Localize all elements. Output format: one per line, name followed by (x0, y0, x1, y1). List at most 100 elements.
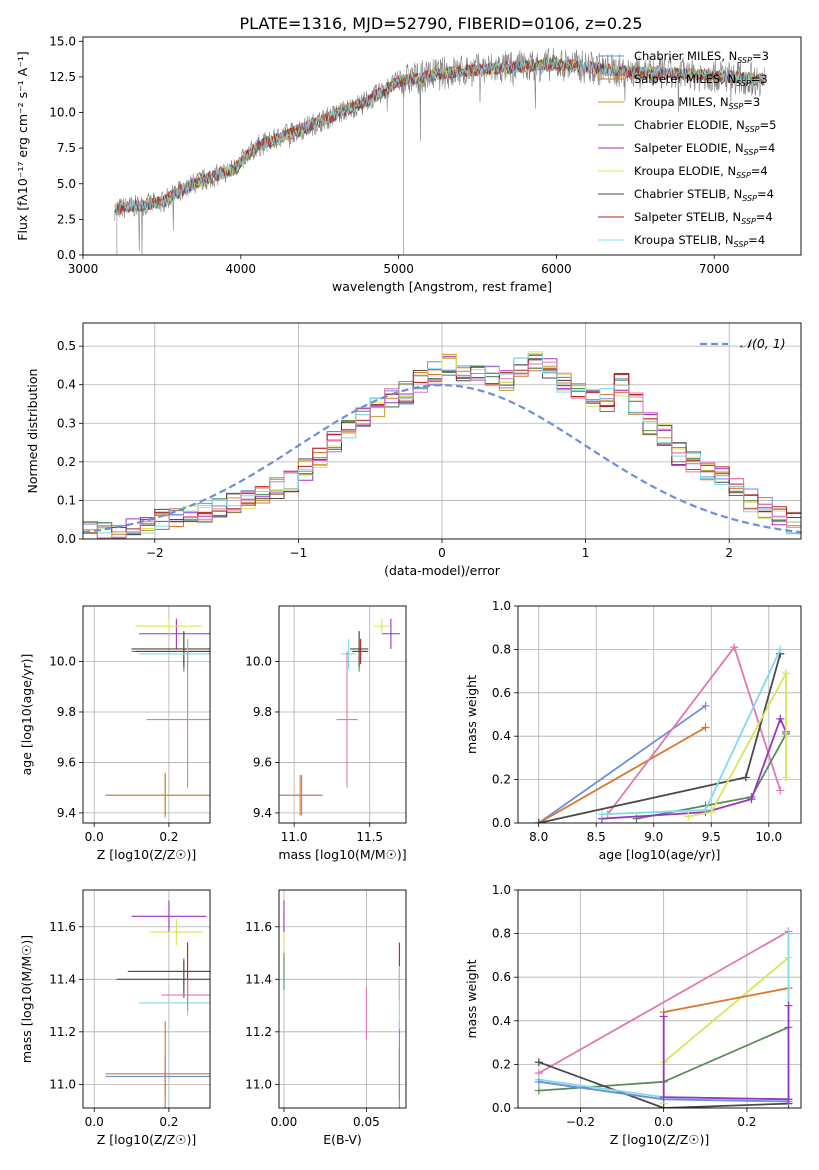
x-axis-label: mass [log10(M/M☉)] (278, 847, 406, 862)
legend-label-normal: 𝒩(0, 1) (740, 336, 786, 351)
panel-spectrum: 3000 4000 5000 6000 7000 0.0 2.5 5.0 7.5 10.0 12.5… (15, 34, 802, 294)
y-axis-label: mass weight (464, 675, 479, 754)
x-tick-label: −0.2 (566, 1115, 595, 1129)
weight-line-cm (538, 705, 707, 823)
plot-area-mass_vs_Z (83, 890, 210, 1108)
panel-residuals: −2 −1 0 1 2 0.0 0.1 0.2 0.3 0.4 0.5 (data-model)/er… (25, 322, 802, 578)
y-tick-label: 15.0 (49, 34, 76, 48)
axes-frame (82, 605, 211, 824)
weight-marker-se (784, 1001, 793, 1010)
weight-marker-se (659, 1012, 668, 1021)
errorbar-cs (350, 631, 369, 667)
x-tick-label: 0.2 (737, 1115, 756, 1129)
x-tick-label: 0.2 (159, 1115, 178, 1129)
panel-age_vs_mass: 11.0 11.5 9.4 9.6 9.8 10.0 mass [log10(M/M☉)] (245, 605, 407, 862)
errorbar-ke (150, 918, 203, 946)
axes-frame (517, 889, 802, 1109)
plot-area-age_vs_mass (279, 606, 406, 823)
weight-marker-cs (659, 1104, 668, 1108)
x-tick-label: 1 (582, 546, 590, 560)
x-axis-label: age [log10(age/yr)] (599, 847, 721, 862)
weight-marker-ke (707, 808, 716, 817)
y-tick-label: 0.8 (492, 927, 511, 941)
errorbar-ke (374, 618, 390, 634)
errorbar-pink (146, 651, 210, 788)
plot-area-age_vs_Z (83, 606, 210, 823)
legend-label-ks: Kroupa STELIB, NSSP=4 (634, 233, 765, 249)
y-tick-label: 0.2 (492, 1057, 511, 1071)
errorbar-sm (105, 1021, 210, 1108)
y-tick-label: 10.0 (245, 655, 272, 669)
y-tick-label: 9.8 (253, 705, 272, 719)
errorbar-ss (353, 638, 369, 665)
weight-marker-ke (782, 773, 791, 782)
weight-line-sm (538, 726, 706, 823)
y-axis-label: age [log10(age/yr)] (19, 654, 34, 776)
errorbar-km (105, 772, 210, 818)
histogram-pink (83, 361, 801, 539)
y-tick-label: 0.5 (57, 339, 76, 353)
y-tick-label: 0.1 (57, 493, 76, 507)
x-tick-label: −1 (290, 546, 308, 560)
x-tick-label: 10.0 (755, 830, 782, 844)
x-tick-label: −2 (146, 546, 164, 560)
x-tick-label: 0.05 (353, 1115, 380, 1129)
errorbar-se (139, 618, 210, 649)
y-tick-label: 0.0 (57, 248, 76, 262)
x-axis-label: E(B-V) (323, 1132, 362, 1147)
axes-frame (82, 322, 802, 540)
weight-marker-ks (701, 805, 710, 814)
y-tick-label: 0.0 (492, 816, 511, 830)
legend-label-ce: Chabrier ELODIE, NSSP=5 (634, 118, 776, 134)
weight-marker-ks (597, 810, 606, 819)
weight-marker-se (784, 1095, 793, 1104)
weight-marker-ke (782, 669, 791, 678)
plot-area-weight_vs_Z (518, 890, 801, 1108)
x-tick-label: 8.5 (587, 830, 606, 844)
y-tick-label: 0.3 (57, 416, 76, 430)
x-tick-label: 8.0 (529, 830, 548, 844)
y-axis-label: mass weight (464, 959, 479, 1038)
errorbar-ks (340, 638, 357, 670)
y-tick-label: 10.0 (49, 655, 76, 669)
weight-line-cs (538, 1061, 789, 1108)
legend-label-ss: Salpeter STELIB, NSSP=4 (634, 210, 773, 226)
y-tick-label: 0.0 (57, 532, 76, 546)
x-tick-label: 0.0 (654, 1115, 673, 1129)
x-axis-label: (data-model)/error (384, 563, 501, 578)
y-tick-label: 9.4 (57, 806, 76, 820)
errorbar-cs (116, 960, 210, 998)
y-tick-label: 11.6 (49, 920, 76, 934)
weight-line-pink (538, 930, 789, 1074)
weight-marker-cm (701, 701, 710, 710)
y-tick-label: 0.6 (492, 970, 511, 984)
x-axis-label: wavelength [Angstrom, rest frame] (332, 279, 552, 294)
y-tick-label: 9.6 (253, 755, 272, 769)
x-tick-label: 7000 (699, 262, 730, 276)
histogram-ks (83, 353, 801, 539)
y-tick-label: 0.6 (492, 686, 511, 700)
spectrum-legend: Chabrier MILES, NSSP=3 Salpeter MILES, NS… (598, 49, 776, 249)
y-tick-label: 0.2 (492, 773, 511, 787)
plot-area-spectrum (114, 47, 765, 255)
y-axis-label: mass [log10(M/M☉)] (19, 935, 34, 1063)
y-tick-label: 11.0 (245, 1077, 272, 1091)
y-tick-label: 7.5 (57, 141, 76, 155)
errorbar-sm (279, 775, 322, 816)
weight-marker-cs (534, 1058, 543, 1067)
y-tick-label: 11.2 (245, 1025, 272, 1039)
weight-marker-ks (784, 929, 793, 938)
x-tick-label: 0.2 (159, 830, 178, 844)
spectrum-model-ks (114, 58, 765, 216)
x-tick-label: 3000 (68, 262, 99, 276)
weight-marker-ke (684, 812, 693, 821)
legend-label-km: Kroupa MILES, NSSP=3 (634, 95, 760, 111)
panel-age_vs_Z: 0.0 0.2 9.4 9.6 9.8 10.0 Z [log10(Z/Z☉)] age [l… (19, 605, 211, 862)
x-tick-label: 9.0 (644, 830, 663, 844)
axes-frame (278, 605, 407, 824)
x-axis-label: Z [log10(Z/Z☉)] (97, 847, 197, 862)
axes-frame (517, 605, 802, 824)
x-tick-label: 0.0 (85, 1115, 104, 1129)
y-tick-label: 0.0 (492, 1101, 511, 1115)
